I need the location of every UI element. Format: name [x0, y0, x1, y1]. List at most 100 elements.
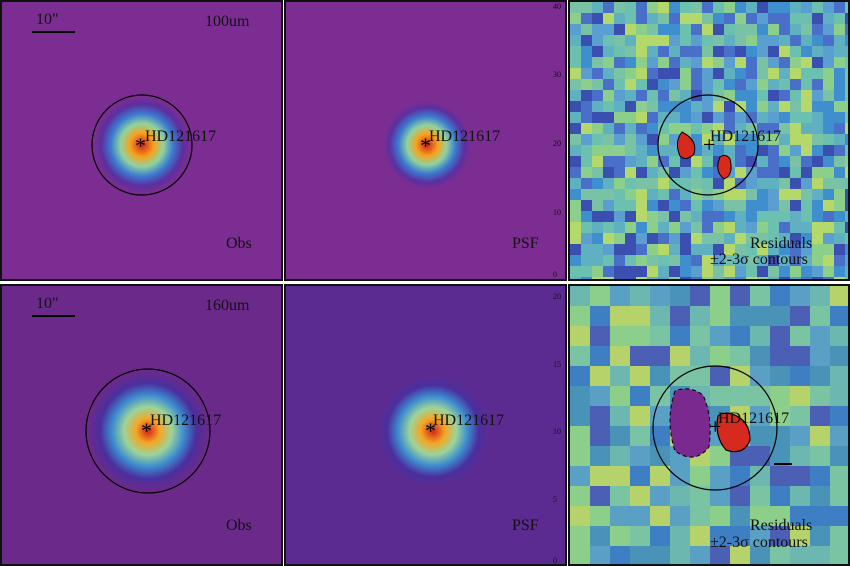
- panel-100um-residuals: HD121617 + Residuals ±2-3σ contours: [568, 0, 850, 281]
- noise-pixel: [669, 189, 680, 200]
- noise-pixel: [845, 24, 848, 35]
- noise-pixel: [812, 35, 823, 46]
- noise-pixel: [801, 222, 812, 233]
- noise-pixel: [812, 156, 823, 167]
- noise-pixel: [650, 346, 670, 366]
- noise-pixel: [590, 486, 610, 506]
- noise-pixel: [691, 145, 702, 156]
- noise-pixel: [770, 366, 790, 386]
- noise-pixel: [834, 244, 845, 255]
- noise-pixel: [610, 506, 630, 526]
- panel-tag: PSF: [512, 517, 539, 534]
- noise-pixel: [570, 366, 590, 386]
- noise-pixel: [810, 386, 830, 406]
- noise-pixel: [570, 2, 581, 13]
- source-blob: [88, 371, 208, 491]
- noise-pixel: [658, 277, 669, 279]
- noise-pixel: [581, 222, 592, 233]
- noise-pixel: [812, 178, 823, 189]
- noise-pixel: [614, 13, 625, 24]
- noise-pixel: [757, 167, 768, 178]
- noise-pixel: [636, 266, 647, 277]
- noise-pixel: [834, 101, 845, 112]
- noise-pixel: [746, 24, 757, 35]
- noise-pixel: [768, 46, 779, 57]
- noise-pixel: [823, 90, 834, 101]
- noise-pixel: [614, 145, 625, 156]
- noise-pixel: [735, 24, 746, 35]
- noise-pixel: [845, 211, 848, 222]
- noise-pixel: [823, 46, 834, 57]
- noise-pixel: [614, 255, 625, 266]
- noise-pixel: [636, 233, 647, 244]
- noise-pixel: [691, 101, 702, 112]
- noise-pixel: [570, 346, 590, 366]
- noise-pixel: [610, 326, 630, 346]
- noise-pixel: [647, 35, 658, 46]
- noise-pixel: [845, 79, 848, 90]
- noise-pixel: [647, 112, 658, 123]
- noise-pixel: [710, 326, 730, 346]
- noise-pixel: [647, 244, 658, 255]
- noise-pixel: [812, 211, 823, 222]
- noise-pixel: [702, 233, 713, 244]
- noise-pixel: [680, 101, 691, 112]
- noise-pixel: [779, 24, 790, 35]
- noise-pixel: [810, 406, 830, 426]
- noise-pixel: [845, 255, 848, 266]
- noise-pixel: [669, 233, 680, 244]
- noise-pixel: [603, 24, 614, 35]
- noise-pixel: [834, 35, 845, 46]
- noise-pixel: [625, 46, 636, 57]
- noise-pixel: [713, 178, 724, 189]
- noise-pixel: [691, 57, 702, 68]
- noise-pixel: [570, 123, 581, 134]
- noise-pixel: [746, 156, 757, 167]
- noise-pixel: [625, 90, 636, 101]
- noise-pixel: [768, 200, 779, 211]
- noise-pixel: [610, 426, 630, 446]
- noise-pixel: [757, 222, 768, 233]
- noise-pixel: [834, 222, 845, 233]
- noise-pixel: [790, 46, 801, 57]
- noise-pixel: [636, 134, 647, 145]
- noise-pixel: [834, 57, 845, 68]
- noise-pixel: [680, 178, 691, 189]
- band-label: 160um: [205, 297, 250, 314]
- noise-pixel: [810, 346, 830, 366]
- noise-pixel: [570, 277, 581, 279]
- noise-pixel: [830, 526, 848, 546]
- noise-pixel: [757, 112, 768, 123]
- noise-pixel: [630, 506, 650, 526]
- noise-pixel: [570, 90, 581, 101]
- noise-pixel: [845, 145, 848, 156]
- noise-pixel: [812, 2, 823, 13]
- noise-pixel: [669, 244, 680, 255]
- noise-pixel: [830, 386, 848, 406]
- noise-pixel: [768, 68, 779, 79]
- noise-pixel: [691, 24, 702, 35]
- noise-pixel: [812, 189, 823, 200]
- noise-pixel: [790, 466, 810, 486]
- noise-pixel: [592, 123, 603, 134]
- noise-pixel: [710, 506, 730, 526]
- noise-pixel: [658, 178, 669, 189]
- noise-pixel: [768, 244, 779, 255]
- noise-pixel: [790, 222, 801, 233]
- noise-pixel: [710, 286, 730, 306]
- noise-pixel: [636, 200, 647, 211]
- noise-pixel: [647, 90, 658, 101]
- noise-pixel: [614, 178, 625, 189]
- noise-pixel: [823, 35, 834, 46]
- noise-pixel: [658, 13, 669, 24]
- noise-pixel: [614, 35, 625, 46]
- noise-pixel: [724, 24, 735, 35]
- noise-pixel: [730, 526, 750, 546]
- noise-pixel: [570, 68, 581, 79]
- noise-pixel: [570, 167, 581, 178]
- noise-pixel: [691, 233, 702, 244]
- noise-pixel: [691, 167, 702, 178]
- noise-pixel: [735, 13, 746, 24]
- scale-label: 10": [36, 11, 59, 28]
- noise-pixel: [690, 526, 710, 546]
